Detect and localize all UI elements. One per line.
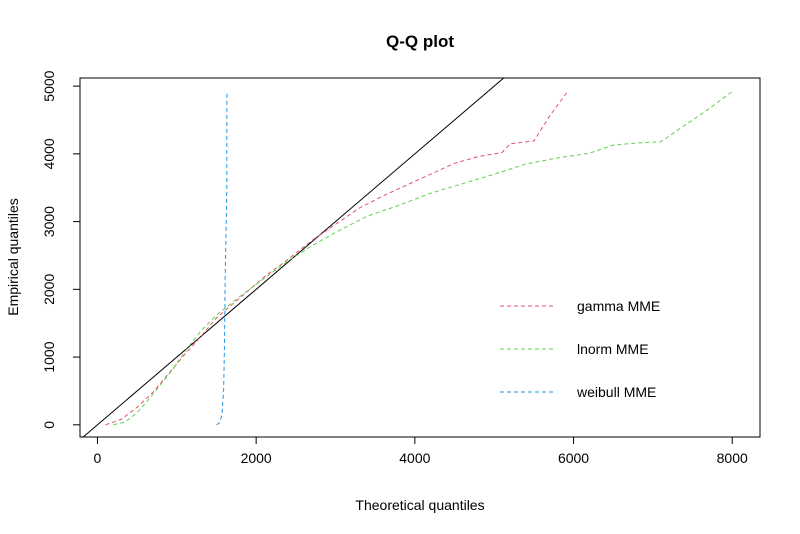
plot-area	[82, 78, 733, 437]
series-line-0	[105, 90, 569, 426]
y-tick-label: 0	[41, 421, 57, 429]
y-tick-label: 1000	[41, 341, 57, 372]
legend-label: weibull MME	[576, 384, 656, 400]
y-tick-label: 4000	[41, 138, 57, 169]
reference-line	[82, 78, 505, 437]
y-tick-label: 2000	[41, 274, 57, 305]
y-tick-label: 5000	[41, 70, 57, 101]
x-tick-label: 4000	[399, 450, 430, 466]
x-axis-label: Theoretical quantiles	[355, 497, 484, 513]
chart-title: Q-Q plot	[386, 32, 454, 51]
y-tick-label: 3000	[41, 206, 57, 237]
series-line-1	[113, 91, 733, 426]
x-tick-label: 0	[94, 450, 102, 466]
series-line-2	[216, 91, 228, 426]
plot-frame	[79, 77, 761, 438]
y-axis-label: Empirical quantiles	[5, 198, 21, 316]
x-axis: 0 2000 4000 6000 8000	[94, 436, 748, 466]
legend-label: lnorm MME	[577, 341, 649, 357]
x-tick-label: 8000	[717, 450, 748, 466]
x-tick-label: 2000	[241, 450, 272, 466]
y-axis: 0 1000 2000 3000 4000 5000	[41, 70, 81, 429]
legend-label: gamma MME	[577, 298, 660, 314]
x-tick-label: 6000	[558, 450, 589, 466]
legend: gamma MME lnorm MME weibull MME	[500, 298, 660, 400]
